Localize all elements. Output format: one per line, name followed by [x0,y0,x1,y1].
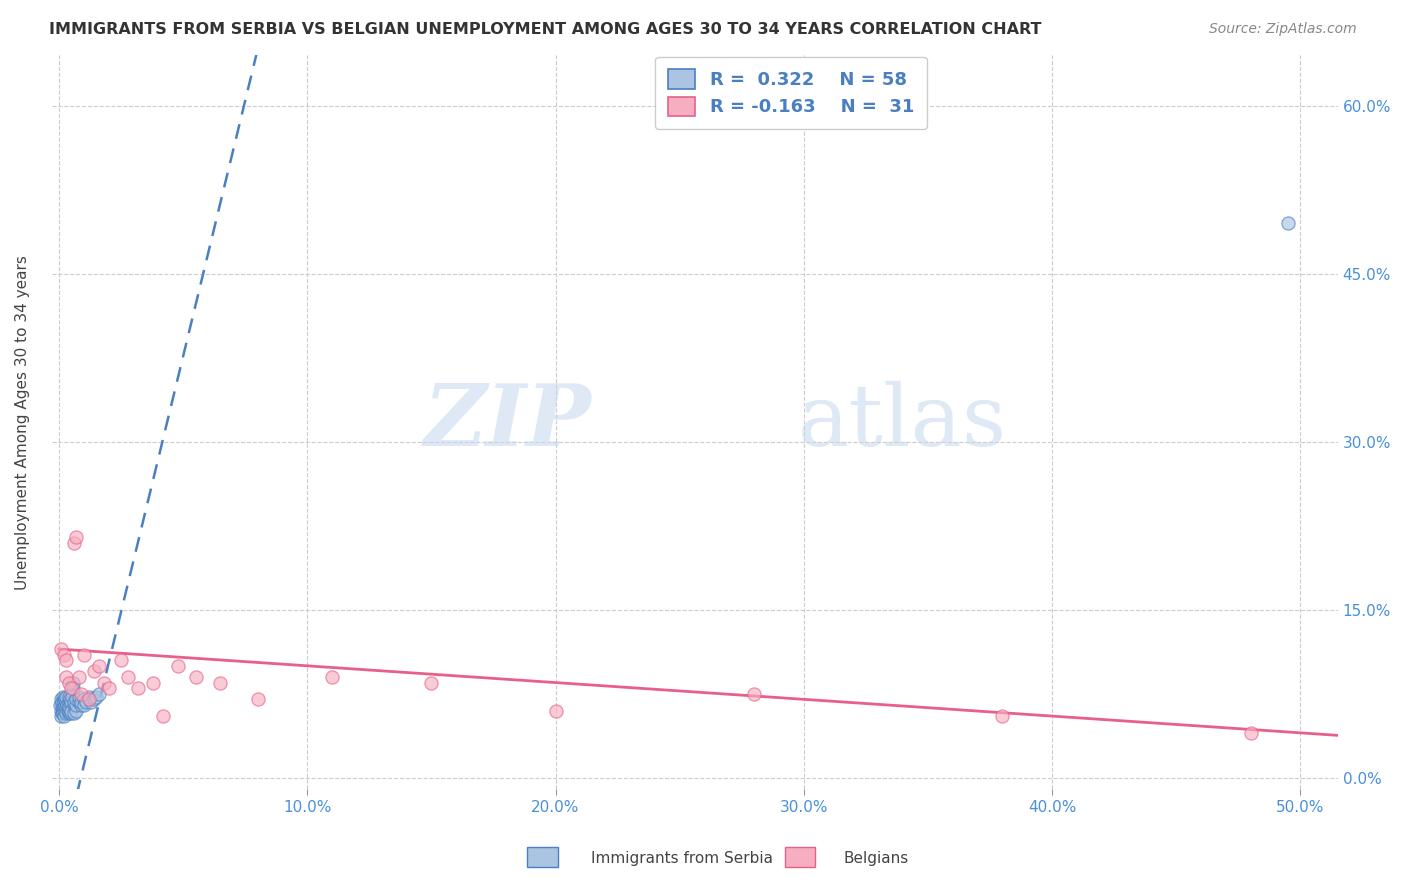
Point [87,658,110,673]
Point [65,692,87,706]
Point [60,681,83,696]
Point [65,530,87,544]
Point [53,692,76,706]
Point [51,706,73,720]
Point [142,675,165,690]
Point [53,700,76,714]
Point [60,698,83,712]
Y-axis label: Unemployment Among Ages 30 to 34 years: Unemployment Among Ages 30 to 34 years [15,255,30,590]
Text: Immigrants from Serbia: Immigrants from Serbia [591,851,772,865]
Point [58,700,80,714]
Point [1240,726,1263,740]
Point [70,687,93,701]
Point [167,658,190,673]
Point [70,695,93,709]
Text: Belgians: Belgians [844,851,908,865]
Point [55,653,77,667]
Point [83,692,105,706]
Point [58,695,80,709]
Point [63,706,86,720]
Point [60,690,83,705]
Text: ZIP: ZIP [423,380,592,464]
Point [97,681,120,696]
Point [63,535,86,549]
Point [742,687,765,701]
Point [209,675,232,690]
Point [70,698,93,712]
Point [52,648,75,662]
Point [321,670,343,684]
Point [73,648,96,662]
Point [55,695,77,709]
Point [58,706,80,720]
Point [58,704,80,718]
Point [49,709,72,723]
Point [93,675,115,690]
Point [60,704,83,718]
Point [67,695,90,709]
Point [51,695,73,709]
Point [52,698,75,712]
Point [67,690,90,705]
Point [84,690,107,705]
Text: IMMIGRANTS FROM SERBIA VS BELGIAN UNEMPLOYMENT AMONG AGES 30 TO 34 YEARS CORRELA: IMMIGRANTS FROM SERBIA VS BELGIAN UNEMPL… [49,22,1042,37]
Point [127,681,149,696]
Text: atlas: atlas [797,381,1007,464]
Point [73,698,96,712]
Point [67,670,90,684]
Point [55,690,77,705]
Legend: R =  0.322    N = 58, R = -0.163    N =  31: R = 0.322 N = 58, R = -0.163 N = 31 [655,57,927,129]
Text: Source: ZipAtlas.com: Source: ZipAtlas.com [1209,22,1357,37]
Point [56,698,79,712]
Point [65,698,87,712]
Point [420,675,443,690]
Point [59,692,82,706]
Point [53,698,76,712]
Point [62,681,84,696]
Point [52,709,75,723]
Point [49,698,72,712]
Point [58,675,80,690]
Point [246,692,269,706]
Point [53,704,76,718]
Point [52,692,75,706]
Point [1277,216,1299,230]
Point [52,695,75,709]
Point [83,665,105,679]
Point [544,704,567,718]
Point [52,701,75,715]
Point [55,670,77,684]
Point [58,698,80,712]
Point [60,706,83,720]
Point [51,698,73,712]
Point [58,690,80,705]
Point [63,695,86,709]
Point [51,642,73,657]
Point [77,692,100,706]
Point [55,701,77,715]
Point [77,690,100,705]
Point [56,704,79,718]
Point [991,709,1014,723]
Point [51,692,73,706]
Point [110,653,132,667]
Point [60,695,83,709]
Point [117,670,139,684]
Point [75,695,97,709]
Point [80,695,103,709]
Point [51,704,73,718]
Point [73,692,96,706]
Point [87,687,110,701]
Point [152,709,174,723]
Point [63,698,86,712]
Point [52,704,75,718]
Point [62,675,84,690]
Point [55,706,77,720]
Point [52,706,75,720]
Point [52,690,75,705]
Point [65,704,87,718]
Point [184,670,207,684]
